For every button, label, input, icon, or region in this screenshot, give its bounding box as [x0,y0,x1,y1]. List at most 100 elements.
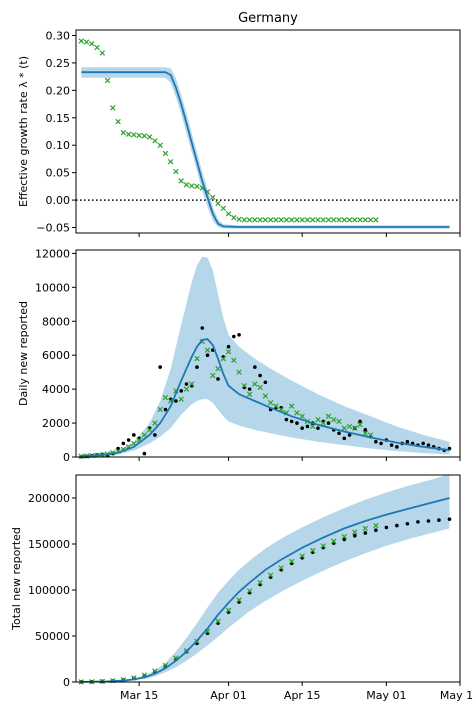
y-tick-label: 100000 [28,584,70,597]
data-point-x [294,410,300,416]
data-point-x [252,217,258,223]
data-point-dot [374,528,378,532]
data-point-dot [263,380,268,385]
data-point-x [157,406,163,413]
data-point-x [231,214,237,221]
data-point-x [236,216,242,223]
x-tick-label: Apr 01 [210,689,247,702]
y-tick-label: 0 [63,676,70,689]
chart-title: Germany [238,11,298,26]
growth-rate-panel: Germany Effective growth rate λ * (t) −0… [17,11,461,237]
data-point-x [273,217,279,223]
x-tick-label: May 01 [366,689,406,702]
data-point-dot [374,439,378,444]
data-point-x [309,423,316,430]
y-axis-label: Daily new reported [17,301,30,406]
data-point-dot [174,399,178,403]
data-point-dot [337,431,341,436]
data-point-dot [158,365,162,369]
data-point-dot [363,531,368,535]
data-point-x [257,384,263,391]
data-point-x [141,133,148,139]
data-point-x [288,558,295,565]
data-point-x [241,383,248,389]
data-point-x [352,529,358,535]
data-point-x [194,183,200,190]
y-tick-label: 12000 [35,247,70,260]
data-point-x [320,217,326,223]
data-point-x [210,194,216,201]
data-point-x [215,618,221,625]
data-point-x [352,217,358,223]
data-point-x [246,391,253,397]
data-point-x [183,181,190,188]
data-point-x [225,607,232,613]
data-point-x [299,413,305,420]
data-point-dot [305,424,310,429]
data-point-dot [216,377,220,381]
data-point-dot [232,334,236,339]
credible-interval-band [81,256,450,457]
data-point-x [236,369,242,375]
data-point-x [315,217,321,223]
x-tick-label: Mar 15 [120,689,158,702]
y-tick-label: 0.00 [46,194,71,207]
data-point-dot [295,421,299,425]
y-tick-label: 0.05 [46,167,71,180]
data-point-dot [347,433,352,437]
data-point-dot [121,441,126,446]
data-point-dot [405,439,410,444]
data-point-x [278,565,284,571]
credible-interval-band [81,67,450,229]
data-point-dot [258,373,262,378]
data-point-x [183,386,190,392]
data-point-dot [132,433,136,437]
plot-frame [75,249,461,458]
data-point-dot [300,426,304,430]
data-point-x [146,427,153,433]
data-point-x [336,418,342,425]
data-point-x [331,217,337,223]
y-tick-label: 0.25 [46,57,71,70]
data-point-x [346,217,353,223]
y-tick-label: 2000 [42,417,70,430]
data-point-x [331,416,337,423]
y-tick-label: 50000 [35,630,70,643]
data-point-dot [253,365,257,369]
data-point-dot [289,419,294,424]
data-point-x [346,423,353,430]
data-point-x [110,105,116,111]
data-point-dot [421,441,425,446]
data-point-x [167,158,174,165]
y-tick-label: 0.30 [46,29,71,42]
data-point-dot [126,438,131,442]
data-point-x [178,178,184,184]
data-point-dot [358,419,362,424]
credible-interval-band [81,474,450,682]
data-point-x [173,168,179,175]
plot-frame [75,474,461,683]
data-point-x [357,217,363,223]
median-line [81,338,450,458]
data-point-x [225,349,232,355]
data-point-x [336,217,342,223]
total-new-reported-panel: Total new reported 0 50000 100000 150000 200… [10,474,474,702]
data-point-x [320,543,326,549]
data-point-x [225,211,232,217]
y-tick-label: 0.20 [46,84,71,97]
y-tick-label: 0 [63,451,70,464]
data-point-dot [352,533,357,538]
y-axis-label: Effective growth rate λ * (t) [17,56,30,207]
data-point-x [220,355,227,362]
data-point-x [152,420,158,426]
data-point-x [146,134,153,140]
data-point-x [210,372,216,379]
data-point-dot [389,443,394,447]
data-point-x [267,217,274,223]
data-point-dot [226,344,231,349]
data-point-x [262,393,269,399]
data-point-dot [316,426,320,430]
data-point-dot [237,333,241,337]
data-point-dot [284,417,289,422]
